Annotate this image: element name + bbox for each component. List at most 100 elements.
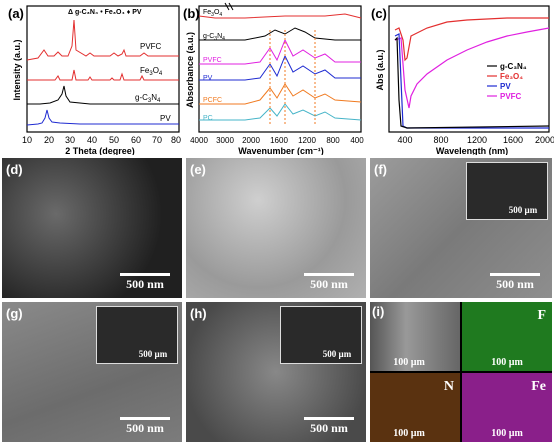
- xrd-xtick: 80: [171, 135, 181, 145]
- panel-label-h: (h): [190, 306, 207, 321]
- eds-tile-sem: (i) 100 µm: [370, 302, 460, 371]
- sem-image-f: (f) 500 µm 500 nm: [370, 158, 552, 298]
- eds-element-label: F: [537, 308, 546, 323]
- panel-a-xrd: PVFC Fe3O4 g-C3N4 PV Δ g-C₃N₄ • Fe₃O₄ ♦ …: [0, 0, 185, 156]
- eds-panel-i: (i) 100 µm F 100 µm N 100 µm Fe 100 µm: [370, 302, 552, 442]
- eds-element-label: N: [443, 379, 454, 394]
- scale-label: 500 nm: [126, 421, 164, 435]
- ftir-series-label-pv: PV: [203, 75, 213, 82]
- ftir-series-label-gc3n4: g-C3N4: [203, 33, 225, 42]
- scale-label: 500 nm: [126, 277, 164, 291]
- uvvis-legend: g-C₃N₄ Fe₃O₄ PV PVFC: [500, 62, 527, 101]
- panel-label-g: (g): [6, 306, 23, 321]
- uvvis-xtick: 1600: [503, 135, 523, 145]
- inset-photo-f: 500 µm: [466, 162, 548, 220]
- scale-label: 100 µm: [491, 428, 523, 439]
- uvvis-frame: [388, 5, 550, 133]
- eds-tile-f: F 100 µm: [462, 302, 552, 371]
- inset-photo-g: 500 µm: [96, 306, 178, 364]
- ftir-series-label-pc: PC: [203, 115, 213, 122]
- xrd-xlabel: 2 Theta (degree): [65, 146, 135, 155]
- ftir-ylabel: Absorbance (a.u.): [185, 32, 195, 108]
- uvvis-xtick: 800: [433, 135, 448, 145]
- ftir-chart: Fe3O4 g-C3N4 PVFC PV PCFC PC 4000 3000 2…: [185, 2, 364, 156]
- xrd-chart: PVFC Fe3O4 g-C3N4 PV Δ g-C₃N₄ • Fe₃O₄ ♦ …: [12, 5, 181, 156]
- tem-image-e: (e) 500 nm: [186, 158, 366, 298]
- panel-label-c: (c): [371, 6, 387, 21]
- xrd-xtick: 10: [22, 135, 32, 145]
- panel-label-i: (i): [372, 304, 385, 319]
- uvvis-xlabel: Wavelength (nm): [436, 146, 508, 155]
- ftir-axis-break: [228, 2, 234, 11]
- ftir-line-fe3o4: [198, 13, 362, 19]
- ftir-series-label-pcfc: PCFC: [203, 97, 222, 104]
- ftir-axis-break: [224, 2, 230, 11]
- xrd-line-pvfc: [26, 19, 179, 61]
- scale-label: 500 nm: [310, 277, 348, 291]
- xrd-series-label-pv: PV: [160, 114, 171, 123]
- ftir-xtick: 1200: [298, 136, 316, 145]
- uvvis-xtick: 400: [397, 135, 412, 145]
- panel-c-uvvis: g-C₃N₄ Fe₃O₄ PV PVFC 400 800 1200 1600 2…: [367, 0, 554, 156]
- panel-label-a: (a): [8, 6, 24, 21]
- ftir-line-pc: [199, 103, 362, 121]
- scale-label: 500 nm: [496, 277, 534, 291]
- ftir-xtick: 800: [326, 136, 340, 145]
- xrd-legend: Δ g-C₃N₄ • Fe₃O₄ ♦ PV: [68, 9, 142, 16]
- scale-label: 100 µm: [491, 357, 523, 368]
- panel-label-d: (d): [6, 162, 23, 177]
- panel-label-e: (e): [190, 162, 206, 177]
- ftir-xtick: 1600: [270, 136, 288, 145]
- xrd-frame: [26, 5, 180, 133]
- panel-b-ftir: Fe3O4 g-C3N4 PVFC PV PCFC PC 4000 3000 2…: [183, 0, 367, 156]
- sem-image-d: (d) 500 nm: [2, 158, 182, 298]
- scale-label: 500 nm: [310, 421, 348, 435]
- panel-label-f: (f): [374, 162, 387, 177]
- uvvis-line-pvfc: [394, 27, 550, 109]
- ftir-line-pvfc: [199, 38, 361, 65]
- ftir-xtick: 3000: [216, 136, 234, 145]
- scale-bar: [490, 273, 540, 276]
- scale-label: 100 µm: [393, 357, 425, 368]
- xrd-xtick: 70: [152, 135, 162, 145]
- uvvis-line-fe3o4: [394, 17, 549, 62]
- xrd-series-label-fe3o4: Fe3O4: [140, 66, 163, 77]
- uvvis-xtick: 2000: [535, 135, 554, 145]
- xrd-ylabel: Intensity (a.u.): [12, 39, 22, 100]
- uvvis-legend-label: Fe₃O₄: [500, 72, 523, 81]
- ftir-series-label-pvfc: PVFC: [203, 57, 222, 64]
- inset-scale-label: 500 µm: [322, 349, 352, 359]
- ftir-xtick: 2000: [242, 136, 260, 145]
- uvvis-legend-label: PV: [500, 82, 511, 91]
- ftir-series-label-fe3o4: Fe3O4: [203, 9, 222, 18]
- xrd-line-pv: [26, 109, 179, 126]
- xrd-series-label-pvfc: PVFC: [140, 42, 162, 51]
- scale-bar: [304, 417, 354, 420]
- ftir-frame: [198, 5, 362, 133]
- inset-scale-label: 500 µm: [138, 349, 168, 359]
- sem-image-g: (g) 500 µm 500 nm: [2, 302, 182, 442]
- xrd-xtick: 20: [44, 135, 54, 145]
- uvvis-ylabel: Abs (a.u.): [375, 49, 385, 90]
- xrd-line-fe3o4: [27, 69, 179, 81]
- inset-scale-label: 500 µm: [508, 205, 538, 215]
- scale-label: 100 µm: [393, 428, 425, 439]
- ftir-line-pcfc: [199, 83, 362, 105]
- xrd-line-gc3n4: [27, 85, 179, 105]
- ftir-xlabel: Wavenumber (cm⁻¹): [238, 146, 323, 155]
- xrd-series-label-gc3n4: g-C3N4: [135, 93, 161, 104]
- uvvis-legend-label: PVFC: [500, 92, 522, 101]
- uvvis-line-gc3n4: [394, 36, 550, 129]
- eds-element-label: Fe: [531, 379, 546, 394]
- xrd-xticks: 10 20 30 40 50 60 70 80: [22, 135, 181, 145]
- ftir-xticks: 4000 3000 2000 1600 1200 800 400: [190, 136, 364, 145]
- scale-bar: [120, 417, 170, 420]
- uvvis-chart: g-C₃N₄ Fe₃O₄ PV PVFC 400 800 1200 1600 2…: [375, 5, 554, 156]
- xrd-xtick: 60: [131, 135, 141, 145]
- scale-bar: [120, 273, 170, 276]
- uvvis-xticks: 400 800 1200 1600 2000: [397, 135, 554, 145]
- xrd-xtick: 30: [65, 135, 75, 145]
- eds-tile-n: N 100 µm: [370, 373, 460, 442]
- sem-image-h: (h) 500 µm 500 nm: [186, 302, 366, 442]
- ftir-xtick: 4000: [190, 136, 208, 145]
